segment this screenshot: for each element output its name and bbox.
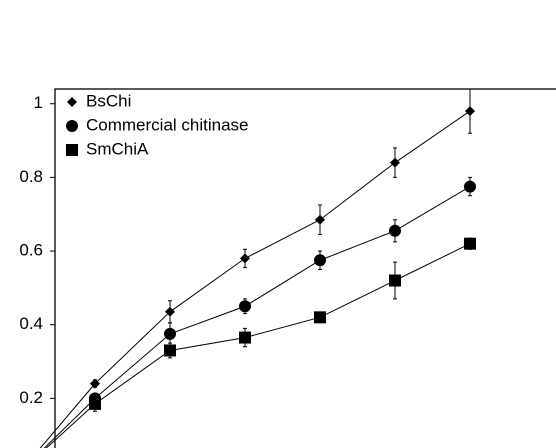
series-line (43, 186, 471, 448)
circle-marker (464, 180, 476, 193)
square-marker (464, 237, 476, 250)
legend-label: Commercial chitinase (86, 115, 249, 134)
circle-marker (314, 254, 326, 267)
y-tick-label: 0.4 (19, 314, 43, 333)
square-marker (89, 397, 101, 410)
square-marker (66, 144, 78, 156)
diamond-marker (465, 106, 475, 117)
circle-marker (66, 120, 78, 132)
diamond-marker (165, 306, 175, 317)
diamond-marker (315, 214, 325, 225)
circle-marker (164, 327, 176, 340)
y-tick-label: 0.2 (19, 388, 43, 407)
diamond-marker (67, 97, 77, 107)
diamond-marker (90, 378, 100, 389)
y-tick-label: 0.8 (19, 167, 43, 186)
diamond-marker (240, 253, 250, 264)
y-tick-label: 1 (34, 93, 43, 112)
square-marker (239, 331, 251, 344)
circle-marker (389, 224, 401, 237)
square-marker (314, 311, 326, 324)
series-line (39, 110, 471, 448)
y-tick-label: 0.6 (19, 241, 43, 260)
square-marker (164, 344, 176, 357)
square-marker (389, 274, 401, 287)
diamond-marker (390, 157, 400, 168)
circle-marker (239, 300, 251, 313)
legend-label: SmChiA (86, 139, 149, 158)
legend-label: BsChi (86, 91, 131, 110)
plot-frame (54, 88, 556, 448)
